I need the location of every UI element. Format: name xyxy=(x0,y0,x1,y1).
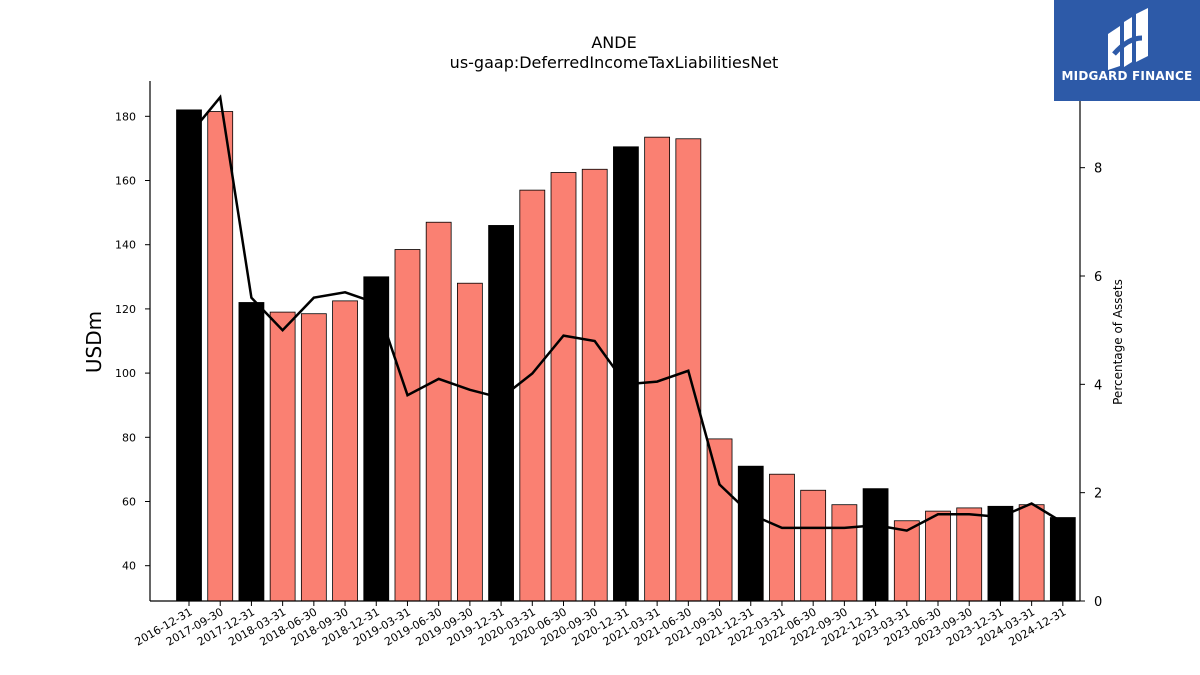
bar-2023-12-31 xyxy=(987,505,1014,602)
bar-series xyxy=(176,109,1076,602)
y-tick-label: 140 xyxy=(115,239,136,252)
bar-2019-12-31 xyxy=(488,225,514,602)
bar-2019-06-30 xyxy=(425,221,452,602)
y-tick-label: 160 xyxy=(115,175,136,188)
y-tick-label: 80 xyxy=(122,431,136,444)
y2-axis-label: Percentage of Assets xyxy=(1111,279,1125,405)
bar-2018-09-30 xyxy=(332,300,358,602)
percentage-of-assets-line xyxy=(188,94,1064,532)
y2-tick-label: 0 xyxy=(1094,595,1102,610)
bar-2021-09-30 xyxy=(706,438,733,602)
y2-tick-label: 6 xyxy=(1094,270,1102,285)
bar-2022-09-30 xyxy=(831,504,858,602)
brand-logo: MIDGARD FINANCE xyxy=(1054,0,1200,101)
bar-2016-12-31 xyxy=(176,109,202,602)
bar-2023-09-30 xyxy=(956,507,983,602)
y-tick-label: 60 xyxy=(122,495,136,508)
bar-2020-06-30 xyxy=(550,172,577,602)
bar-2019-09-30 xyxy=(456,282,483,602)
bar-2022-06-30 xyxy=(800,489,827,602)
bar-2020-03-31 xyxy=(519,189,546,602)
midgard-logo-icon xyxy=(1108,8,1148,70)
bar-2020-09-30 xyxy=(581,168,608,602)
bar-2017-12-31 xyxy=(238,302,265,602)
y-tick-label: 180 xyxy=(115,110,136,123)
bar-2022-03-31 xyxy=(769,473,795,602)
y-axis-label: USDm xyxy=(82,311,106,373)
y2-tick-label: 4 xyxy=(1094,378,1102,393)
bar-2021-03-31 xyxy=(644,136,671,602)
bar-2019-03-31 xyxy=(394,249,421,602)
y-tick-label: 120 xyxy=(115,303,136,316)
bar-2021-12-31 xyxy=(737,465,764,602)
y-tick-label: 40 xyxy=(122,560,136,573)
chart-title: ANDE xyxy=(591,33,636,52)
bar-2018-06-30 xyxy=(300,313,327,602)
y2-tick-label: 8 xyxy=(1094,162,1102,177)
y2-tick-label: 2 xyxy=(1094,487,1102,502)
y-tick-label: 100 xyxy=(115,367,136,380)
line-series xyxy=(188,94,1064,532)
bar-2022-12-31 xyxy=(862,488,889,602)
bar-2023-03-31 xyxy=(893,520,920,602)
bar-2018-03-31 xyxy=(269,311,296,602)
bar-2017-09-30 xyxy=(207,111,234,602)
bar-2024-03-31 xyxy=(1018,504,1045,602)
brand-name: MIDGARD FINANCE xyxy=(1061,69,1193,83)
bar-2023-06-30 xyxy=(925,510,951,602)
bar-2024-12-31 xyxy=(1049,517,1076,602)
chart-subtitle: us-gaap:DeferredIncomeTaxLiabilitiesNet xyxy=(450,53,779,72)
